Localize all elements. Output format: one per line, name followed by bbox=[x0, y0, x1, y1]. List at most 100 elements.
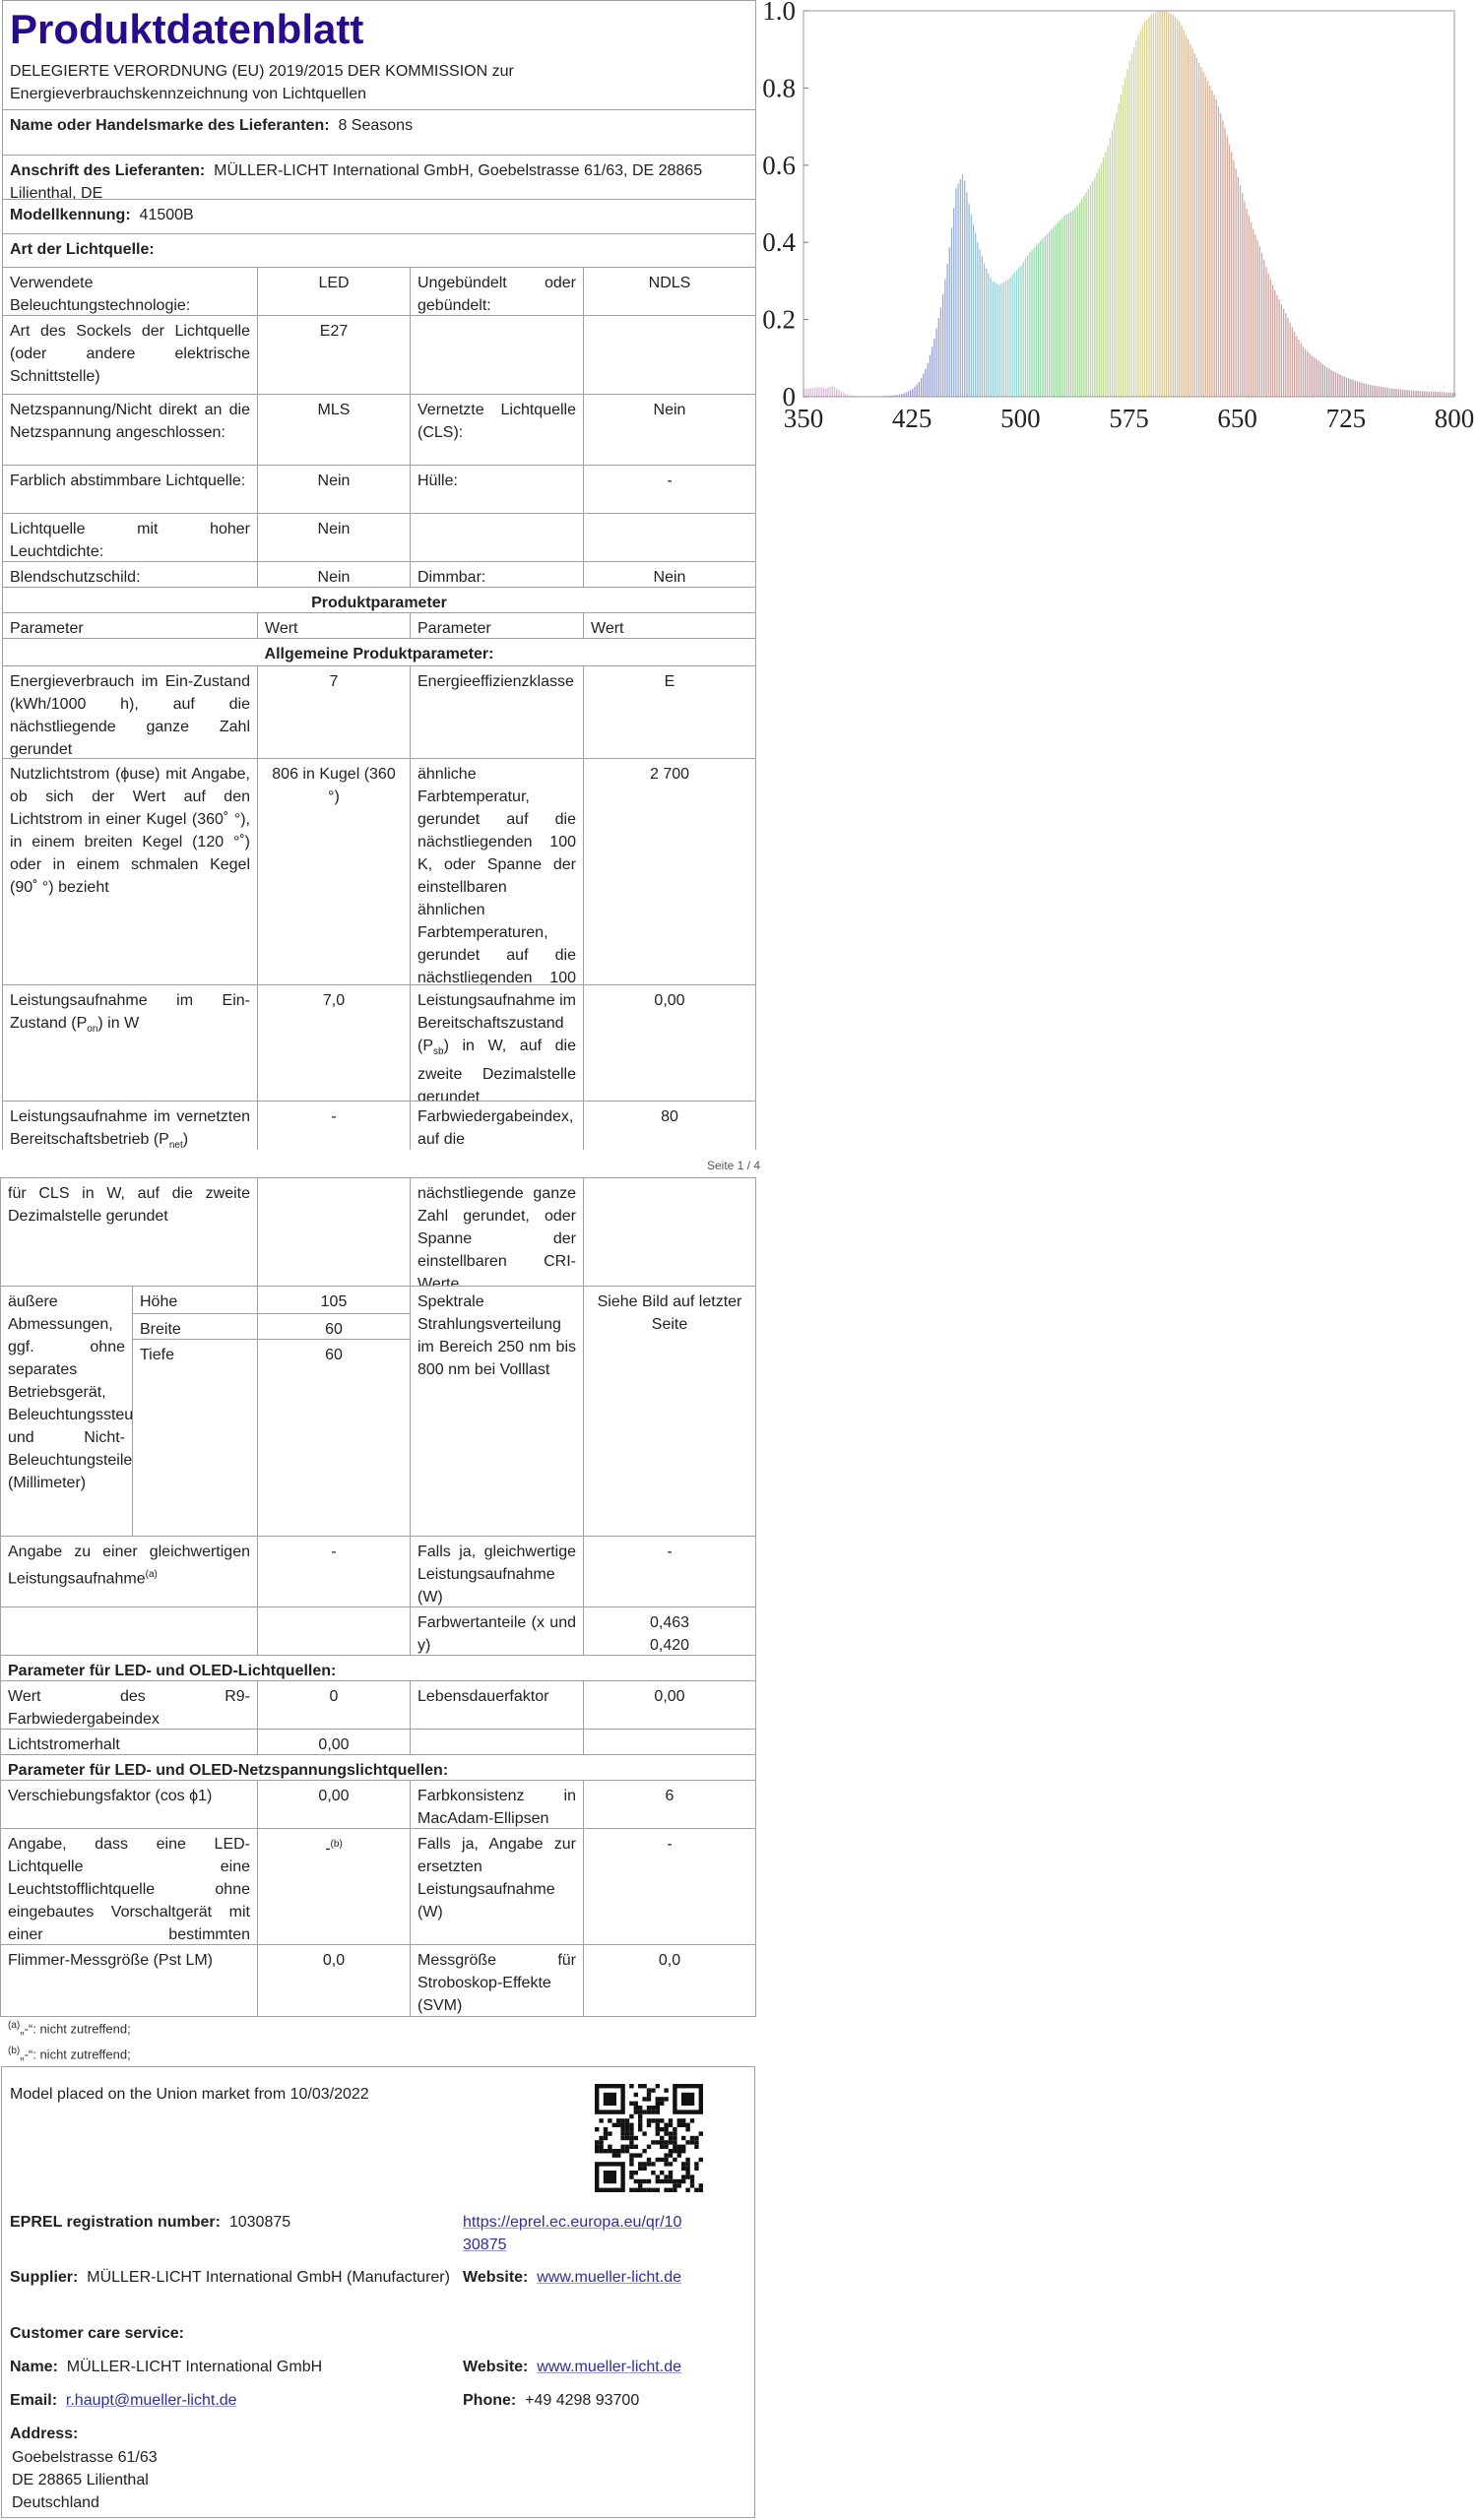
cell-text: - bbox=[331, 1108, 337, 1125]
spectrum-bar bbox=[925, 368, 927, 397]
spectrum-bar bbox=[1415, 390, 1417, 397]
value-cell bbox=[257, 1177, 411, 1287]
spectrum-bar bbox=[977, 242, 979, 397]
spectrum-bar bbox=[1116, 112, 1118, 398]
spectrum-bar bbox=[1002, 282, 1005, 397]
spectrum-bar bbox=[1334, 372, 1337, 397]
spectrum-bar bbox=[1441, 392, 1444, 397]
value-cell: 0,00 bbox=[257, 1729, 411, 1755]
spectrum-bar bbox=[1051, 228, 1053, 397]
info-line: Goebelstrasse 61/63 bbox=[12, 2446, 158, 2469]
spectrum-bar bbox=[959, 178, 961, 397]
footnote: (b)„-“: nicht zutreffend; bbox=[8, 2046, 131, 2061]
footnote-mark: (a) bbox=[8, 2020, 21, 2031]
cell-text: Spektrale Strahlungsverteilung im Bereic… bbox=[418, 1293, 576, 1378]
cell-text: 7,0 bbox=[322, 992, 346, 1009]
spectrum-bar bbox=[1250, 221, 1253, 397]
spectrum-bar bbox=[1063, 215, 1065, 397]
spacer bbox=[184, 2325, 188, 2342]
spectrum-bar bbox=[1114, 121, 1116, 397]
name-label: Name: bbox=[10, 2359, 58, 2375]
spectrum-bar bbox=[1183, 30, 1185, 397]
spectrum-bar bbox=[988, 273, 990, 397]
parameter-cell: Leistungsaufnahme im vernetzten Bereitsc… bbox=[2, 1101, 258, 1150]
cell-text: Blendschutzschild: bbox=[10, 569, 141, 586]
spectrum-bar bbox=[1078, 202, 1081, 397]
qr-code-icon[interactable] bbox=[595, 2084, 703, 2192]
parameter-cell: Nutzlichtstrom (ϕuse) mit Angabe, ob sic… bbox=[2, 758, 258, 985]
spectrum-bar bbox=[955, 188, 957, 397]
spectrum-bar bbox=[1000, 284, 1002, 397]
parameter-cell: Angabe zu einer gleichwertigen Leistungs… bbox=[0, 1536, 258, 1607]
spectrum-bar bbox=[1107, 146, 1109, 397]
spectrum-bar bbox=[1384, 387, 1386, 397]
spectrum-bar bbox=[1076, 205, 1078, 397]
dimensions-label: äußere Abmessungen, ggf. ohne separates … bbox=[0, 1286, 133, 1537]
value-cell bbox=[583, 315, 756, 395]
address-label: Address: bbox=[10, 2426, 79, 2442]
spectrum-bar bbox=[979, 249, 981, 397]
spectrum-bar bbox=[927, 362, 929, 397]
spectrum-bar bbox=[1055, 224, 1057, 397]
y-tick-label: 1.0 bbox=[762, 0, 796, 26]
cell-text: MLS bbox=[317, 402, 351, 418]
spectrum-bar bbox=[820, 387, 822, 397]
care-website-link[interactable]: www.mueller-licht.de bbox=[537, 2359, 681, 2375]
cell-text: - bbox=[667, 1544, 673, 1560]
eprel-link[interactable]: https://eprel.ec.europa.eu/qr/1030875 bbox=[463, 2214, 682, 2253]
cell-text-segment: ) in W bbox=[97, 1015, 140, 1032]
spectrum-bar bbox=[1154, 12, 1157, 397]
email-link[interactable]: r.haupt@mueller-licht.de bbox=[65, 2392, 237, 2409]
spectrum-bar bbox=[829, 386, 831, 397]
value-cell: 0,463 0,420 bbox=[583, 1606, 756, 1656]
parameter-cell: Energieverbrauch im Ein-Zustand (kWh/100… bbox=[2, 665, 258, 759]
phone-value: +49 4298 93700 bbox=[525, 2392, 640, 2409]
spectrum-bar bbox=[894, 395, 896, 397]
cell-text: 60 bbox=[325, 1321, 343, 1338]
spectrum-bar bbox=[1426, 391, 1428, 397]
cell-text-segment: ) bbox=[182, 1131, 189, 1148]
spectrum-bar bbox=[1345, 377, 1348, 397]
spectrum-bar bbox=[1430, 391, 1433, 397]
spectrum-bar bbox=[1237, 176, 1239, 397]
website-link[interactable]: www.mueller-licht.de bbox=[537, 2269, 681, 2286]
value-cell: Nein bbox=[257, 465, 411, 514]
spectrum-bar bbox=[946, 264, 948, 397]
spectrum-bar bbox=[1410, 390, 1413, 397]
spectrum-bar bbox=[1130, 53, 1132, 398]
cell-text: LED bbox=[318, 275, 350, 291]
spectrum-bar bbox=[1141, 25, 1144, 398]
spectrum-bar bbox=[1311, 355, 1313, 397]
column-header: Parameter bbox=[2, 612, 258, 639]
spectrum-bar bbox=[1139, 30, 1141, 397]
spectrum-bar bbox=[1239, 184, 1242, 397]
cell-text: Falls ja, gleichwertige Leistungsaufnahm… bbox=[418, 1544, 576, 1606]
spectrum-bar bbox=[1226, 136, 1228, 397]
info-line: Website: www.mueller-licht.de bbox=[463, 2266, 681, 2289]
parameter-cell: Farblich abstimmbare Lichtquelle: bbox=[2, 465, 258, 514]
spectrum-bar bbox=[1204, 76, 1206, 397]
spectrum-bar bbox=[836, 388, 838, 397]
spectrum-bar bbox=[1037, 242, 1040, 397]
spectrum-bar bbox=[831, 386, 833, 397]
spectrum-bar bbox=[1402, 389, 1404, 397]
spectrum-bar bbox=[920, 378, 923, 397]
value-cell: 0 bbox=[257, 1680, 411, 1730]
eprel-info-box bbox=[1, 2066, 755, 2518]
spectrum-bar bbox=[825, 388, 827, 397]
spectrum-bar bbox=[1137, 34, 1139, 398]
spectrum-bar bbox=[1148, 17, 1150, 398]
spectrum-bar bbox=[1159, 11, 1161, 397]
spectrum-bar bbox=[1451, 392, 1454, 397]
supplier-label: Supplier: bbox=[10, 2269, 79, 2286]
parameter-cell bbox=[410, 1729, 584, 1755]
market-date-text: Model placed on the Union market from 10… bbox=[10, 2086, 369, 2103]
spectrum-bar bbox=[1120, 94, 1122, 398]
spectrum-bar bbox=[1057, 221, 1060, 397]
spectrum-bar bbox=[890, 395, 892, 397]
spectrum-bar bbox=[809, 388, 811, 397]
parameter-cell: Farbkonsistenz in MacAdam-Ellipsen bbox=[410, 1780, 584, 1829]
x-tick-label: 725 bbox=[1326, 404, 1367, 433]
cell-text: Allgemeine Produktparameter: bbox=[264, 646, 494, 662]
spectrum-bar bbox=[1393, 388, 1395, 397]
